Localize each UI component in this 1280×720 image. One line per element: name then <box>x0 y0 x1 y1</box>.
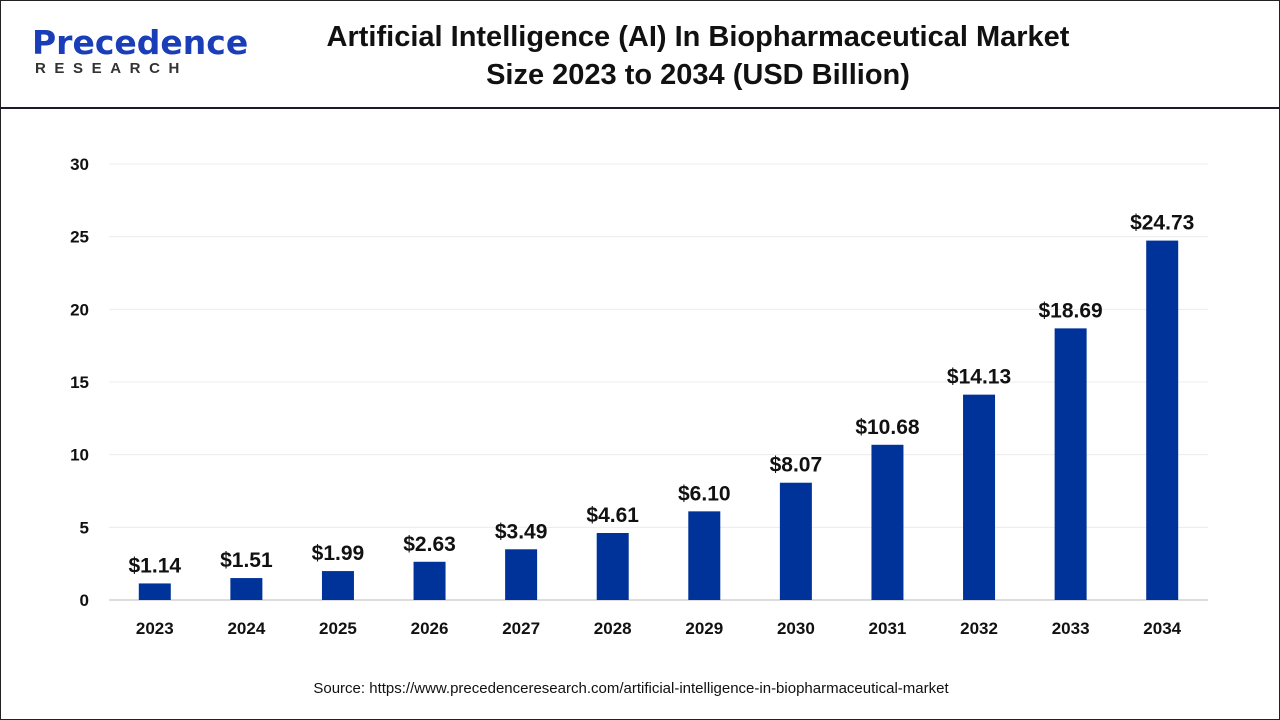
x-tick-label: 2023 <box>136 619 174 638</box>
x-tick-label: 2034 <box>1143 619 1181 638</box>
bar <box>230 578 263 600</box>
bar <box>871 444 904 600</box>
x-tick-label: 2026 <box>411 619 449 638</box>
data-label: $8.07 <box>770 454 823 477</box>
x-tick-label: 2029 <box>685 619 723 638</box>
bar <box>321 571 354 600</box>
bar <box>138 583 171 600</box>
data-label: $1.51 <box>220 549 273 572</box>
y-tick-label: 30 <box>70 155 89 174</box>
x-tick-label: 2030 <box>777 619 815 638</box>
chart-title: Artificial Intelligence (AI) In Biopharm… <box>300 18 1096 94</box>
bar <box>596 533 629 600</box>
bar <box>1146 240 1179 600</box>
x-tick-label: 2031 <box>869 619 907 638</box>
bar <box>779 482 812 600</box>
y-tick-label: 20 <box>70 300 89 319</box>
title-line2: Size 2023 to 2034 (USD Billion) <box>486 59 910 91</box>
source-note: Source: https://www.precedenceresearch.c… <box>313 680 949 697</box>
bar <box>505 549 538 600</box>
data-label: $18.69 <box>1039 299 1103 322</box>
bar <box>1054 328 1087 600</box>
y-tick-label: 25 <box>70 228 89 247</box>
data-label: $10.68 <box>855 416 920 439</box>
header: Precedence RESEARCH Artificial Intellige… <box>0 0 1280 109</box>
y-tick-label: 15 <box>70 373 89 392</box>
title-line1: Artificial Intelligence (AI) In Biopharm… <box>326 21 1070 53</box>
data-label: $1.99 <box>312 542 365 565</box>
y-tick-label: 5 <box>80 518 89 537</box>
data-label: $24.73 <box>1130 212 1194 235</box>
y-tick-label: 0 <box>80 591 89 610</box>
x-tick-label: 2033 <box>1052 619 1090 638</box>
bar <box>413 561 446 600</box>
data-label: $4.61 <box>586 504 639 527</box>
x-tick-label: 2027 <box>502 619 540 638</box>
data-label: $2.63 <box>403 533 456 556</box>
x-tick-label: 2024 <box>227 619 265 638</box>
bar <box>963 394 996 600</box>
x-tick-label: 2032 <box>960 619 998 638</box>
y-tick-label: 10 <box>70 446 89 465</box>
data-label: $6.10 <box>678 482 731 505</box>
data-label: $1.14 <box>129 554 182 577</box>
bar <box>688 511 721 600</box>
x-tick-label: 2028 <box>594 619 632 638</box>
data-label: $3.49 <box>495 520 548 543</box>
logo-line2: RESEARCH <box>35 60 188 77</box>
precedence-research-logo: Precedence RESEARCH <box>32 23 249 78</box>
logo-line1: Precedence <box>32 23 249 62</box>
x-tick-label: 2025 <box>319 619 357 638</box>
data-label: $14.13 <box>947 366 1011 389</box>
